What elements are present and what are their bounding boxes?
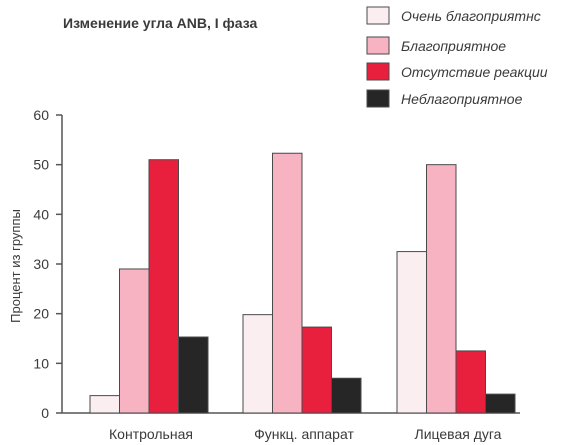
bar-1-1 bbox=[89, 395, 120, 414]
legend-label: Благоприятное bbox=[401, 38, 506, 54]
y-tick-label: 0 bbox=[41, 405, 49, 421]
y-tick-label: 30 bbox=[33, 256, 49, 272]
legend-label: Отсутствие реакции bbox=[401, 64, 548, 80]
y-tick-label: 50 bbox=[33, 157, 49, 173]
legend: Очень благоприятнс Благоприятное Отсутстви… bbox=[366, 6, 548, 108]
y-tick-label: 20 bbox=[33, 306, 49, 322]
legend-swatch bbox=[366, 89, 390, 108]
legend-label: Неблагоприятное bbox=[401, 91, 523, 107]
chart-title: Изменение угла ANB, I фаза bbox=[63, 15, 258, 31]
category-label: Функц. аппарат bbox=[254, 426, 354, 442]
category-label: Контрольная bbox=[109, 426, 193, 442]
bar-4-1 bbox=[178, 336, 209, 414]
bar-3-3 bbox=[455, 350, 486, 414]
y-tick-label: 40 bbox=[33, 206, 49, 222]
bar-4-2 bbox=[331, 377, 362, 414]
bar-1-3 bbox=[396, 251, 427, 414]
bar-4-3 bbox=[485, 393, 516, 414]
category-label: Лицевая дуга bbox=[415, 426, 502, 442]
legend-swatch bbox=[366, 62, 390, 81]
y-tick-label: 10 bbox=[33, 355, 49, 371]
bars bbox=[89, 152, 516, 414]
legend-swatch bbox=[366, 36, 390, 55]
legend-swatch bbox=[366, 6, 390, 25]
legend-label: Очень благоприятнс bbox=[401, 8, 541, 24]
bar-2-3 bbox=[426, 164, 457, 414]
bar-2-1 bbox=[119, 268, 150, 414]
x-axis-labels: Контрольная Функц. аппарат Лицевая дуга bbox=[109, 426, 502, 442]
bar-2-2 bbox=[272, 152, 303, 414]
bar-3-1 bbox=[148, 159, 179, 414]
bar-1-2 bbox=[242, 314, 273, 414]
bar-3-2 bbox=[301, 326, 332, 414]
y-tick-label: 60 bbox=[33, 107, 49, 123]
y-axis-label: Процент из группы bbox=[8, 209, 23, 323]
